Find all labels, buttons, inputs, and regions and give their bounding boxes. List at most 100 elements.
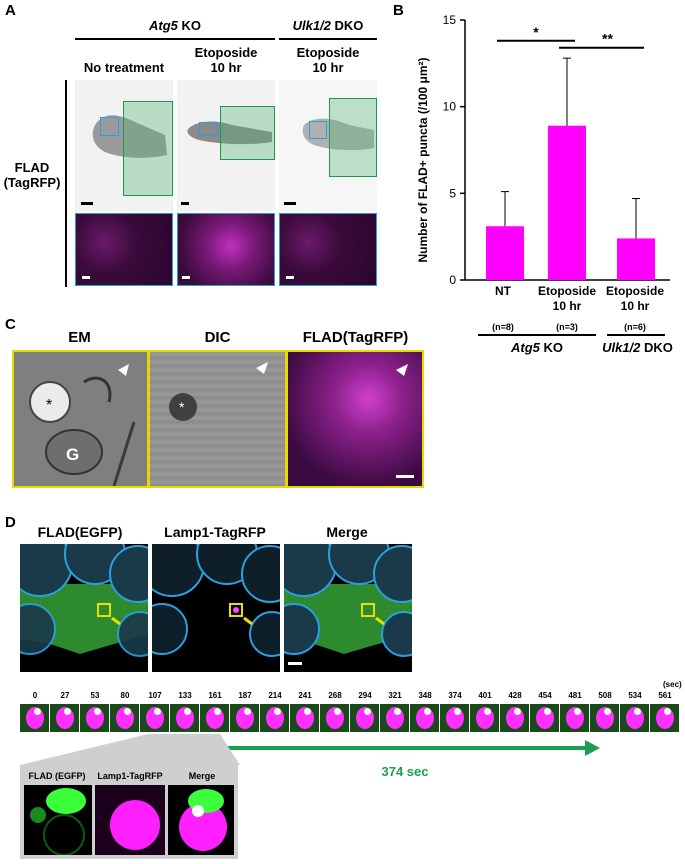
timelapse-frame	[620, 704, 649, 732]
ulk-group-label: Ulk1/2 DKO	[602, 340, 673, 355]
time-label: 0	[32, 691, 38, 700]
ulk-dko-header: Ulk1/2 DKO	[292, 18, 364, 33]
inset-egfp	[24, 785, 92, 856]
atg5-group-line	[478, 334, 596, 336]
timelapse-frame	[230, 704, 259, 732]
timelapse-frame	[470, 704, 499, 732]
inset2-title: Lamp1-TagRFP	[97, 771, 163, 781]
timelapse-frame	[590, 704, 619, 732]
y-tick-label: 15	[443, 13, 457, 27]
timelapse-frame	[290, 704, 319, 732]
inset-connector	[20, 734, 240, 765]
inset-panel: FLAD (EGFP) Lamp1-TagRFP Merge	[20, 765, 238, 859]
cell-image-eto1	[177, 80, 275, 211]
ulk-group-line	[607, 334, 665, 336]
dic-star: *	[179, 399, 185, 415]
egfp-image	[20, 544, 148, 672]
timelapse-frame	[320, 704, 349, 732]
sig-star-1: *	[533, 24, 539, 40]
y-tick-label: 10	[443, 100, 457, 114]
timelapse-frame	[20, 704, 49, 732]
time-label: 481	[568, 691, 582, 700]
x-label-eto2: Etoposide 10 hr	[605, 284, 664, 313]
duration-label: 374 sec	[382, 764, 429, 779]
dic-title: DIC	[204, 329, 231, 346]
flad-title: FLAD(TagRFP)	[302, 329, 409, 346]
ch3-title: Merge	[326, 524, 368, 540]
bar	[548, 125, 586, 280]
col-etoposide-1: Etoposide 10 hr	[194, 45, 258, 75]
timelapse-frame	[260, 704, 289, 732]
sig-star-2: **	[602, 31, 613, 47]
row-label-flad: FLAD (TagRFP)	[3, 160, 61, 190]
col-no-treatment: No treatment	[83, 60, 165, 75]
timelapse-frame	[380, 704, 409, 732]
atg5-group-label: Atg5 KO	[510, 340, 563, 355]
sec-unit-label: (sec)	[663, 680, 682, 689]
bar-chart: Number of FLAD+ puncta (/100 μm²) 0 5 10 15…	[416, 13, 670, 287]
merge-image	[284, 544, 412, 672]
timelapse-frame	[50, 704, 79, 732]
time-label: 561	[658, 691, 672, 700]
time-label: 508	[598, 691, 612, 700]
panel-c-label: C	[5, 316, 16, 333]
em-star: *	[46, 397, 52, 414]
flad-tagrfp-image	[286, 350, 424, 488]
x-label-eto1: Etoposide 10 hr	[537, 284, 596, 313]
time-label: 454	[538, 691, 552, 700]
timelapse-frame	[200, 704, 229, 732]
cell-image-nt	[75, 80, 173, 211]
time-label: 80	[120, 691, 130, 700]
timelapse-strip	[20, 704, 680, 732]
zoom-image-nt	[75, 213, 173, 286]
time-label: 53	[90, 691, 100, 700]
time-label: 161	[208, 691, 222, 700]
panel-b-label: B	[393, 2, 404, 19]
inset1-title: FLAD (EGFP)	[28, 771, 86, 781]
time-label: 534	[628, 691, 642, 700]
timelapse-frame	[440, 704, 469, 732]
time-label: 133	[178, 691, 192, 700]
timelapse-frame	[560, 704, 589, 732]
n-label-2: (n=3)	[556, 322, 578, 332]
em-title: EM	[68, 329, 91, 346]
timelapse-frame	[80, 704, 109, 732]
significance: * **	[497, 24, 644, 49]
y-axis-label: Number of FLAD+ puncta (/100 μm²)	[416, 57, 430, 262]
cell-image-ulk	[279, 80, 377, 211]
timelapse-frame	[410, 704, 439, 732]
inset3-title: Merge	[188, 771, 216, 781]
panel-a-label: A	[5, 2, 16, 19]
timelapse-frame	[650, 704, 679, 732]
inset-merge	[168, 785, 234, 855]
atg5-ko-line	[75, 38, 275, 40]
em-image: * G	[12, 350, 149, 488]
time-label: 214	[268, 691, 282, 700]
timelapse-frame	[170, 704, 199, 732]
y-tick-label: 5	[449, 186, 456, 200]
time-label: 294	[358, 691, 372, 700]
timelapse-frame	[530, 704, 559, 732]
timelapse-frame	[500, 704, 529, 732]
atg5-ko-header: Atg5 KO	[148, 18, 201, 33]
dic-image: *	[148, 350, 287, 488]
zoom-image-ulk	[279, 213, 377, 286]
time-label: 107	[148, 691, 162, 700]
ch1-title: FLAD(EGFP)	[37, 524, 123, 540]
bar	[617, 238, 655, 280]
time-label: 187	[238, 691, 252, 700]
time-label: 27	[60, 691, 70, 700]
time-label: 428	[508, 691, 522, 700]
ch2-title: Lamp1-TagRFP	[164, 524, 266, 540]
em-g-label: G	[66, 445, 79, 464]
time-label: 321	[388, 691, 402, 700]
x-label-nt: NT	[495, 284, 511, 298]
time-label: 348	[418, 691, 432, 700]
timelapse-frame	[110, 704, 139, 732]
time-label: 374	[448, 691, 462, 700]
row-bracket	[65, 80, 67, 287]
time-label: 268	[328, 691, 342, 700]
time-label: 241	[298, 691, 312, 700]
y-tick-label: 0	[449, 273, 456, 287]
lamp1-image	[152, 544, 280, 672]
